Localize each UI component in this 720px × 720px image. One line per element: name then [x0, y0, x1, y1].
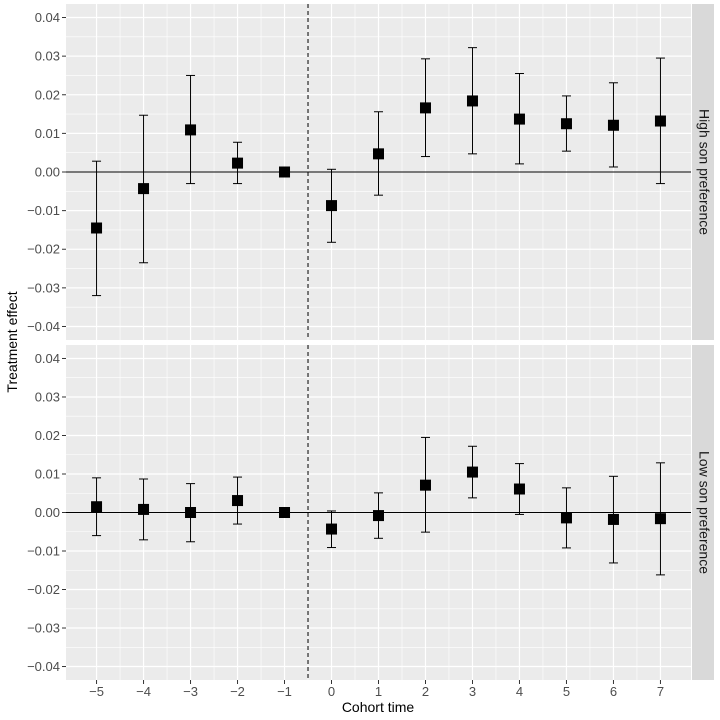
facet-strip: [692, 345, 714, 680]
point-estimate-marker: [232, 495, 244, 507]
y-tick-label: 0.01: [35, 126, 60, 141]
point-estimate-marker: [138, 183, 150, 195]
point-estimate-marker: [185, 124, 197, 136]
y-tick-label: −0.03: [27, 280, 60, 295]
point-estimate-marker: [373, 148, 384, 160]
y-tick-label: 0.04: [35, 351, 60, 366]
point-estimate-marker: [326, 523, 338, 535]
point-estimate-marker: [138, 503, 150, 515]
facet-strip-label: High son preference: [696, 109, 712, 235]
x-tick-label: 7: [657, 684, 664, 699]
y-tick-label: 0.01: [35, 466, 60, 481]
y-tick-label: 0.02: [35, 428, 60, 443]
y-tick-label: 0.00: [35, 165, 60, 180]
point-estimate-marker: [232, 157, 244, 169]
y-tick-label: −0.02: [27, 582, 60, 597]
point-estimate-marker: [560, 118, 572, 130]
point-estimate-marker: [607, 513, 619, 525]
point-estimate-marker: [419, 102, 431, 114]
point-estimate-marker: [91, 222, 103, 234]
x-tick-label: −5: [89, 684, 104, 699]
y-tick-label: −0.02: [27, 242, 60, 257]
point-estimate-marker: [326, 200, 338, 212]
x-tick-label: 6: [610, 684, 617, 699]
x-tick-label: 4: [516, 684, 523, 699]
x-axis-title: Cohort time: [342, 699, 415, 715]
x-tick-label: 0: [328, 684, 335, 699]
y-tick-label: 0.03: [35, 49, 60, 64]
point-estimate-marker: [466, 466, 478, 478]
point-estimate-marker: [654, 115, 666, 127]
point-estimate-marker: [373, 510, 384, 522]
point-estimate-marker: [419, 479, 431, 491]
y-tick-label: 0.02: [35, 87, 60, 102]
point-estimate-marker: [654, 513, 666, 525]
y-axis-title: Treatment effect: [4, 291, 20, 392]
x-tick-label: 2: [422, 684, 429, 699]
x-tick-label: −4: [136, 684, 151, 699]
x-tick-label: −3: [183, 684, 198, 699]
y-tick-label: −0.03: [27, 621, 60, 636]
y-tick-label: −0.04: [27, 659, 60, 674]
point-estimate-marker: [607, 119, 619, 131]
point-estimate-marker: [560, 512, 572, 524]
facet-strip: [692, 4, 714, 340]
facet-panel: −0.04 −0.03 −0.02 −0.01 0.00 0.01 0.02 0.03 0.04…: [27, 4, 714, 340]
y-tick-label: −0.01: [27, 544, 60, 559]
y-tick-label: 0.00: [35, 505, 60, 520]
y-tick-label: −0.01: [27, 203, 60, 218]
y-tick-label: −0.04: [27, 319, 60, 334]
x-tick-label: 3: [469, 684, 476, 699]
x-tick-label: 1: [375, 684, 382, 699]
point-estimate-marker: [91, 501, 103, 513]
point-estimate-marker: [466, 95, 478, 107]
x-tick-label: −1: [277, 684, 292, 699]
x-tick-label: 5: [563, 684, 570, 699]
point-estimate-marker: [513, 113, 525, 125]
facet-panels: −0.04 −0.03 −0.02 −0.01 0.00 0.01 0.02 0.03 0.04…: [27, 4, 714, 699]
facet-panel: −0.04 −0.03 −0.02 −0.01 0.00 0.01 0.02 0.03 0.04…: [27, 345, 714, 699]
y-tick-label: 0.04: [35, 10, 60, 25]
x-tick-label: −2: [230, 684, 245, 699]
point-estimate-marker: [279, 507, 291, 518]
y-tick-label: 0.03: [35, 389, 60, 404]
point-estimate-marker: [513, 483, 525, 495]
facet-strip-label: Low son preference: [696, 451, 712, 574]
point-estimate-marker: [279, 166, 291, 178]
point-estimate-marker: [185, 507, 197, 518]
